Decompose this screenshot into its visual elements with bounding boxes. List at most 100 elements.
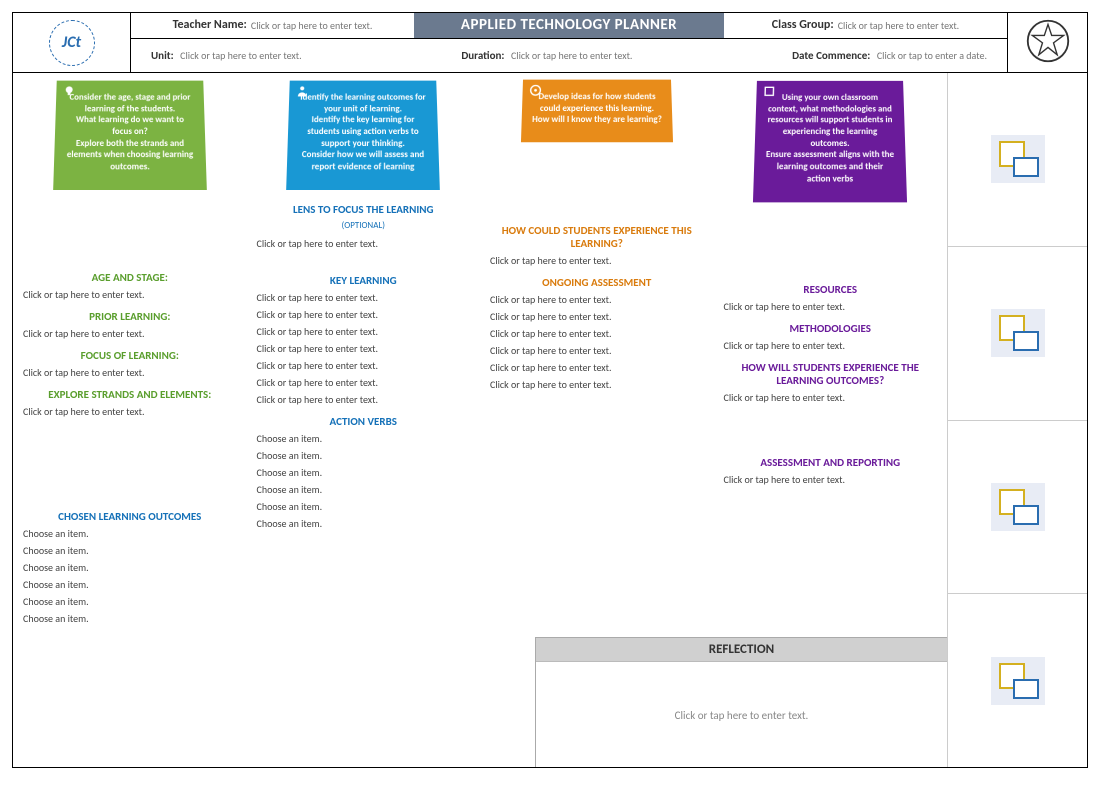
methodologies-input[interactable]: Click or tap here to enter text.: [724, 339, 938, 353]
assessment-item[interactable]: Click or tap here to enter text.: [490, 378, 704, 392]
key-learning-item[interactable]: Click or tap here to enter text.: [257, 393, 471, 407]
assessment-item[interactable]: Click or tap here to enter text.: [490, 293, 704, 307]
column-blue: Identify the learning outcomes for your …: [251, 79, 477, 629]
outcome-item[interactable]: Choose an item.: [23, 544, 237, 558]
image-placeholder-icon: [991, 657, 1045, 705]
action-verb-item[interactable]: Choose an item.: [257, 500, 471, 514]
image-slot-2[interactable]: [948, 247, 1087, 421]
key-learning-item[interactable]: Click or tap here to enter text.: [257, 359, 471, 373]
key-learning-title: KEY LEARNING: [257, 274, 471, 287]
strands-input[interactable]: Click or tap here to enter text.: [23, 405, 237, 419]
action-verb-item[interactable]: Choose an item.: [257, 483, 471, 497]
duration-cell[interactable]: Duration: Click or tap here to enter tex…: [461, 49, 632, 62]
resources-title: RESOURCES: [724, 283, 938, 296]
key-learning-item[interactable]: Click or tap here to enter text.: [257, 325, 471, 339]
ongoing-assessment-title: ONGOING ASSESSMENT: [490, 276, 704, 289]
body: Consider the age, stage and prior learni…: [13, 73, 1087, 767]
key-learning-item[interactable]: Click or tap here to enter text.: [257, 308, 471, 322]
outcome-item[interactable]: Choose an item.: [23, 595, 237, 609]
age-stage-title: AGE AND STAGE:: [23, 271, 237, 284]
experience-title: HOW COULD STUDENTS EXPERIENCE THIS LEARN…: [490, 224, 704, 250]
outcome-item[interactable]: Choose an item.: [23, 578, 237, 592]
prior-learning-title: PRIOR LEARNING:: [23, 310, 237, 323]
action-verb-item[interactable]: Choose an item.: [257, 517, 471, 531]
card-purple: Using your own classroom context, what m…: [753, 81, 907, 202]
target-icon: [528, 83, 542, 97]
action-verb-item[interactable]: Choose an item.: [257, 466, 471, 480]
unit-cell[interactable]: Unit: Click or tap here to enter text.: [151, 49, 302, 62]
assessment-item[interactable]: Click or tap here to enter text.: [490, 344, 704, 358]
reflection-title: REFLECTION: [536, 638, 947, 662]
teacher-placeholder: Click or tap here to enter text.: [251, 19, 373, 32]
card-green: Consider the age, stage and prior learni…: [53, 81, 207, 190]
image-slot-1[interactable]: [948, 73, 1087, 247]
outcome-item[interactable]: Choose an item.: [23, 527, 237, 541]
action-verb-item[interactable]: Choose an item.: [257, 432, 471, 446]
unit-label: Unit:: [151, 49, 174, 62]
image-placeholder-icon: [991, 483, 1045, 531]
date-cell[interactable]: Date Commence: Click or tap to enter a d…: [792, 49, 987, 62]
column-orange: Develop ideas for how students could exp…: [484, 79, 710, 629]
reflection-panel: REFLECTION Click or tap here to enter te…: [535, 637, 947, 767]
how-experience-input[interactable]: Click or tap here to enter text.: [724, 391, 938, 405]
unit-placeholder: Click or tap here to enter text.: [180, 49, 302, 62]
image-slot-3[interactable]: [948, 421, 1087, 595]
assessment-item[interactable]: Click or tap here to enter text.: [490, 310, 704, 324]
person-icon: [295, 84, 309, 97]
image-placeholder-icon: [991, 309, 1045, 357]
assessment-item[interactable]: Click or tap here to enter text.: [490, 327, 704, 341]
card-blue: Identify the learning outcomes for your …: [286, 81, 440, 190]
book-icon: [763, 85, 777, 98]
how-experience-title: HOW WILL STUDENTS EXPERIENCE THE LEARNIN…: [724, 361, 938, 387]
reflection-input[interactable]: Click or tap here to enter text.: [536, 662, 947, 768]
focus-learning-title: FOCUS OF LEARNING:: [23, 349, 237, 362]
date-placeholder: Click or tap to enter a date.: [877, 49, 987, 62]
lightbulb-icon: [62, 84, 76, 97]
methodologies-title: METHODOLOGIES: [724, 322, 938, 335]
card-green-text: Consider the age, stage and prior learni…: [64, 92, 196, 173]
teacher-label: Teacher Name:: [173, 18, 247, 32]
class-label: Class Group:: [772, 18, 834, 32]
lens-title: LENS TO FOCUS THE LEARNING: [257, 203, 471, 216]
image-slot-4[interactable]: [948, 594, 1087, 767]
key-learning-item[interactable]: Click or tap here to enter text.: [257, 376, 471, 390]
key-learning-item[interactable]: Click or tap here to enter text.: [257, 291, 471, 305]
key-learning-item[interactable]: Click or tap here to enter text.: [257, 342, 471, 356]
jct-logo: JCt: [13, 13, 131, 72]
image-placeholder-icon: [991, 135, 1045, 183]
header-center: Teacher Name: Click or tap here to enter…: [131, 13, 1007, 72]
crest-logo: [1007, 13, 1087, 72]
card-purple-text: Using your own classroom context, what m…: [764, 92, 897, 185]
resources-input[interactable]: Click or tap here to enter text.: [724, 300, 938, 314]
date-label: Date Commence:: [792, 49, 870, 62]
prior-learning-input[interactable]: Click or tap here to enter text.: [23, 327, 237, 341]
action-verbs-title: ACTION VERBS: [257, 415, 471, 428]
banner-title: APPLIED TECHNOLOGY PLANNER: [414, 13, 724, 38]
assessment-item[interactable]: Click or tap here to enter text.: [490, 361, 704, 375]
assessment-reporting-title: ASSESSMENT AND REPORTING: [724, 456, 938, 469]
action-verb-item[interactable]: Choose an item.: [257, 449, 471, 463]
duration-placeholder: Click or tap here to enter text.: [511, 49, 633, 62]
lens-sub: (OPTIONAL): [257, 220, 471, 231]
main-columns: Consider the age, stage and prior learni…: [13, 73, 947, 767]
column-green: Consider the age, stage and prior learni…: [17, 79, 243, 629]
class-placeholder: Click or tap here to enter text.: [838, 19, 960, 32]
outcome-item[interactable]: Choose an item.: [23, 561, 237, 575]
duration-label: Duration:: [461, 49, 504, 62]
column-purple: Using your own classroom context, what m…: [718, 79, 944, 629]
class-group-cell[interactable]: Class Group: Click or tap here to enter …: [724, 13, 1007, 38]
card-orange: Develop ideas for how students could exp…: [521, 80, 673, 143]
planner-page: JCt Teacher Name: Click or tap here to e…: [12, 12, 1088, 768]
card-orange-text: Develop ideas for how students could exp…: [531, 91, 662, 126]
focus-learning-input[interactable]: Click or tap here to enter text.: [23, 366, 237, 380]
assessment-reporting-input[interactable]: Click or tap here to enter text.: [724, 473, 938, 487]
teacher-name-cell[interactable]: Teacher Name: Click or tap here to enter…: [131, 13, 414, 38]
age-stage-input[interactable]: Click or tap here to enter text.: [23, 288, 237, 302]
strands-title: EXPLORE STRANDS AND ELEMENTS:: [23, 388, 237, 401]
image-sidebar: [947, 73, 1087, 767]
chosen-outcomes-title: CHOSEN LEARNING OUTCOMES: [23, 510, 237, 523]
experience-input[interactable]: Click or tap here to enter text.: [490, 254, 704, 268]
outcome-item[interactable]: Choose an item.: [23, 612, 237, 626]
card-blue-text: Identify the learning outcomes for your …: [297, 92, 429, 173]
lens-input[interactable]: Click or tap here to enter text.: [257, 237, 471, 251]
